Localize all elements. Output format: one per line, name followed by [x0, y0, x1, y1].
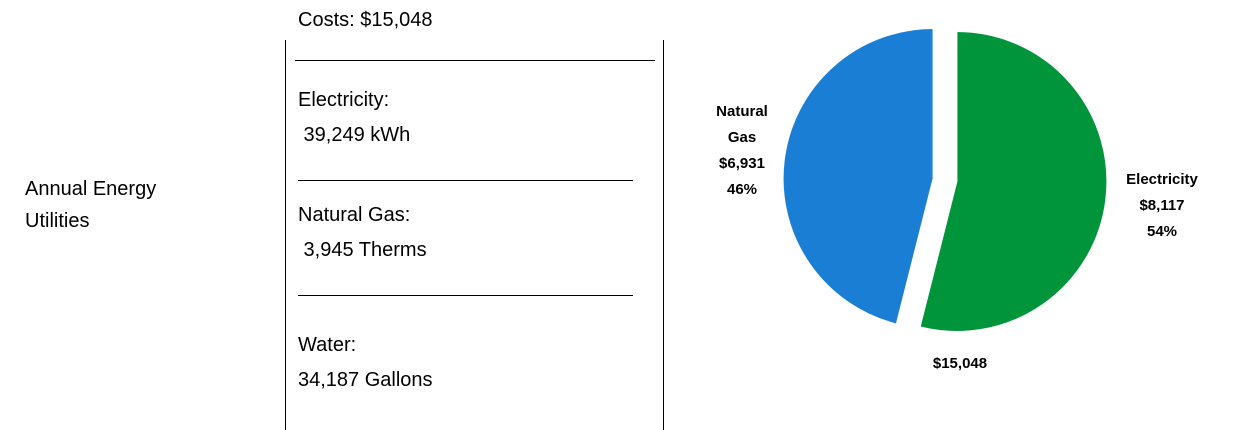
slice-value: $6,931	[719, 155, 765, 172]
costs: Costs: $15,048	[298, 9, 433, 31]
slice-label: Natural Gas $6,931 46%	[707, 99, 777, 203]
column-border	[285, 40, 286, 430]
divider	[298, 180, 633, 181]
row-label: Annual Energy Utilities	[25, 178, 157, 232]
item-name: Water:	[298, 334, 357, 356]
slice-percent: 46%	[726, 181, 758, 198]
pie-slice	[919, 30, 1108, 332]
item-amount: 3,945 Therms	[298, 239, 427, 261]
column-border	[663, 40, 664, 430]
total-label: $15,048	[932, 355, 988, 372]
slice-value: $8,117	[1139, 197, 1185, 214]
slice-label: Electricity $8,117 54%	[1112, 167, 1212, 245]
item-name: Natural Gas:	[298, 204, 411, 226]
pie-slice	[782, 28, 934, 325]
slice-name: Natural Gas	[716, 103, 768, 146]
item-name: Electricity:	[298, 89, 390, 111]
divider	[298, 295, 633, 296]
divider	[295, 60, 655, 61]
item-amount: 34,187 Gallons	[298, 369, 433, 391]
slice-percent: 54%	[1146, 223, 1178, 240]
item-amount: 39,249 kWh	[298, 124, 411, 146]
slice-name: Electricity	[1126, 171, 1198, 188]
